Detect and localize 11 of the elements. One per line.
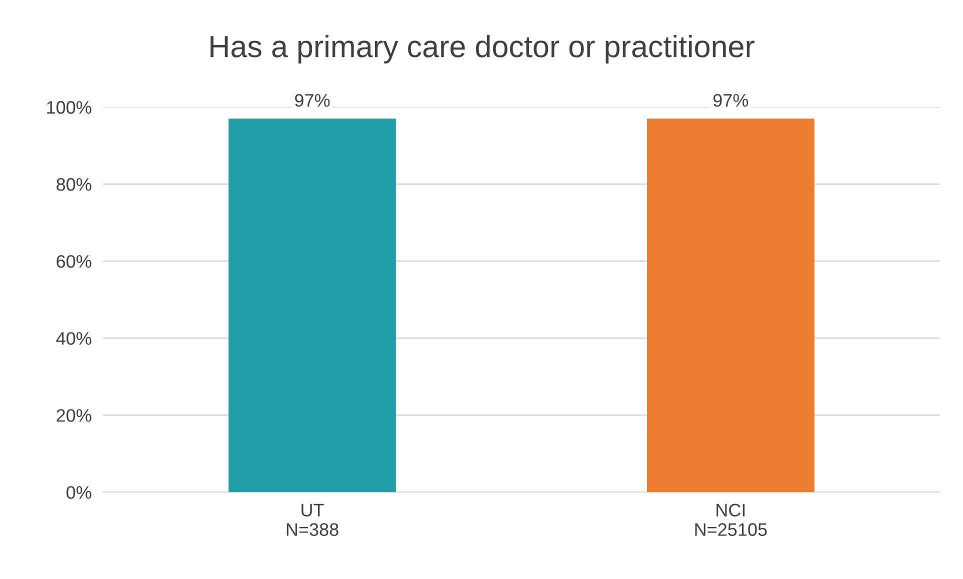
y-tick-label: 0% bbox=[66, 486, 92, 499]
data-label: 97% bbox=[713, 94, 748, 107]
y-tick-label: 20% bbox=[56, 409, 92, 422]
x-tick-label: NCI N=25105 bbox=[695, 504, 767, 536]
chart-title: Has a primary care doctor or practitioner bbox=[210, 34, 754, 64]
x-tick-label: UT N=388 bbox=[286, 504, 338, 536]
y-tick-label: 100% bbox=[47, 101, 92, 114]
y-tick-label: 40% bbox=[56, 332, 92, 345]
y-tick-label: 60% bbox=[56, 255, 92, 268]
y-tick-label: 80% bbox=[56, 178, 92, 191]
data-label: 97% bbox=[295, 94, 330, 107]
